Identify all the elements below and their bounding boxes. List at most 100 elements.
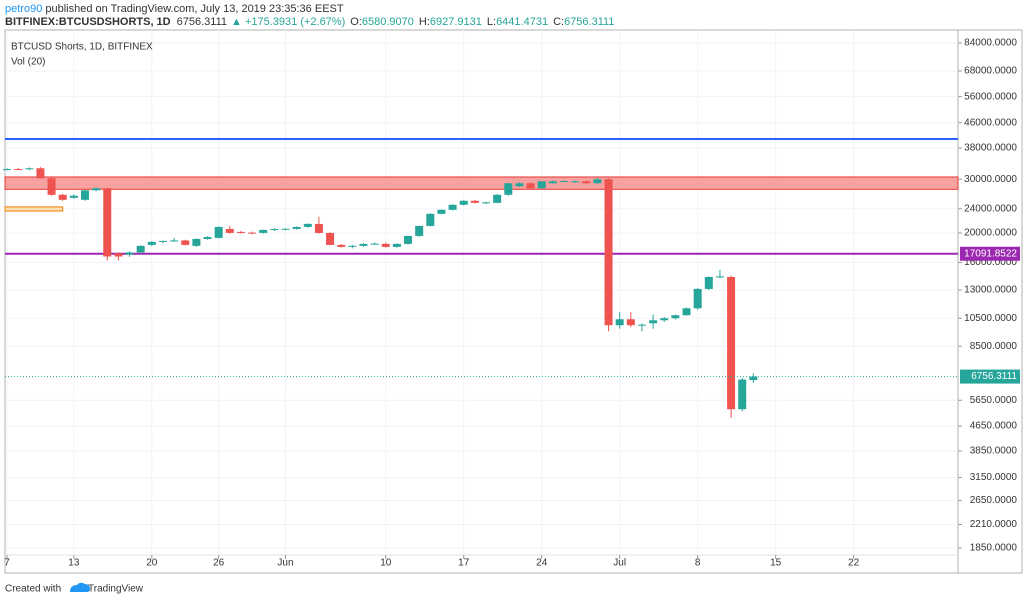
candle-body bbox=[158, 240, 167, 242]
candle-body bbox=[749, 376, 758, 381]
candle-body bbox=[381, 243, 390, 247]
y-tick-label: 8500.0000 bbox=[970, 341, 1018, 352]
y-tick-label: 84000.0000 bbox=[964, 38, 1017, 49]
candle-body bbox=[682, 308, 691, 316]
price-label-box bbox=[960, 246, 1020, 261]
candle-body bbox=[80, 190, 89, 200]
tradingview-logo[interactable]: TradingView bbox=[70, 582, 144, 595]
candle-body bbox=[114, 253, 123, 257]
author[interactable]: petro90 bbox=[5, 3, 42, 15]
y-tick-label: 30000.0000 bbox=[964, 174, 1017, 185]
candle-body bbox=[604, 179, 613, 326]
x-tick-label: 17 bbox=[458, 558, 470, 569]
x-tick-label: 10 bbox=[380, 558, 392, 569]
candle-body bbox=[170, 240, 179, 242]
ohlc-label: L: bbox=[487, 16, 496, 28]
y-tick-label: 3150.0000 bbox=[970, 472, 1018, 483]
grid bbox=[5, 30, 958, 555]
x-tick-label: 24 bbox=[536, 558, 548, 569]
y-tick-label: 10500.0000 bbox=[964, 313, 1017, 324]
candle-body bbox=[69, 195, 78, 198]
y-tick-label: 46000.0000 bbox=[964, 117, 1017, 128]
candle-body bbox=[615, 319, 624, 326]
y-tick-label: 2650.0000 bbox=[970, 495, 1018, 506]
candle-body bbox=[25, 168, 34, 170]
candle-body bbox=[314, 223, 323, 233]
candle-body bbox=[214, 226, 223, 238]
candle-body bbox=[3, 169, 12, 171]
candle-body bbox=[626, 319, 635, 326]
zone bbox=[4, 176, 959, 190]
ohlc-label: H: bbox=[419, 16, 430, 28]
candle-body bbox=[727, 276, 736, 410]
candle-body bbox=[704, 276, 713, 289]
x-tick-label: Jun bbox=[277, 558, 293, 569]
candle-body bbox=[392, 243, 401, 247]
y-tick-label: 20000.0000 bbox=[964, 228, 1017, 239]
candle-body bbox=[582, 181, 591, 184]
zone bbox=[4, 206, 64, 212]
ohlc-value: 6927.9131 bbox=[430, 16, 482, 28]
candle-body bbox=[470, 200, 479, 203]
candle-body bbox=[14, 169, 23, 171]
x-tick-label: Jul bbox=[613, 558, 626, 569]
ohlc-value: 6441.4731 bbox=[496, 16, 548, 28]
candle-body bbox=[259, 229, 268, 233]
candle-body bbox=[248, 232, 257, 234]
y-tick-label: 68000.0000 bbox=[964, 66, 1017, 77]
x-tick-label: 22 bbox=[848, 558, 860, 569]
candle-body bbox=[92, 188, 101, 191]
candle-body bbox=[58, 194, 67, 200]
candle-body bbox=[181, 240, 190, 245]
indicator-label: Vol (20) bbox=[11, 57, 45, 68]
candle-body bbox=[281, 228, 290, 230]
y-tick-label: 13000.0000 bbox=[964, 285, 1017, 296]
x-tick-label: 15 bbox=[770, 558, 782, 569]
candle-body bbox=[337, 244, 346, 247]
y-tick-label: 56000.0000 bbox=[964, 91, 1017, 102]
candle-body bbox=[426, 213, 435, 226]
chart-title: BTCUSD Shorts, 1D, BITFINEX bbox=[11, 42, 153, 53]
candle-body bbox=[203, 236, 212, 239]
y-tick-label: 4650.0000 bbox=[970, 421, 1018, 432]
candle-body bbox=[359, 243, 368, 246]
candle-body bbox=[482, 202, 491, 204]
change: ▲ +175.3931 (+2.67%) bbox=[231, 16, 345, 28]
footer-created: Created with bbox=[5, 584, 61, 595]
x-tick-label: 7 bbox=[4, 558, 10, 569]
price: 6756.3111 bbox=[177, 16, 227, 28]
last-price-label: 6756.3111 bbox=[971, 371, 1017, 382]
candle-body bbox=[571, 181, 580, 183]
candle-body bbox=[548, 181, 557, 184]
candle-body bbox=[671, 315, 680, 319]
price-label: 17091.8522 bbox=[964, 248, 1017, 259]
candle-body bbox=[36, 168, 45, 179]
symbol-line: BITFINEX:BTCUSDSHORTS, 1D 6756.3111 ▲ +175… bbox=[5, 16, 614, 28]
candle-body bbox=[236, 231, 245, 233]
candle-body bbox=[147, 241, 156, 245]
candle-body bbox=[192, 238, 201, 246]
ohlc-label: O: bbox=[350, 16, 362, 28]
logo-icon bbox=[70, 582, 90, 592]
footer-brand: TradingView bbox=[88, 584, 144, 595]
candle-body bbox=[526, 183, 535, 189]
y-tick-label: 3850.0000 bbox=[970, 446, 1018, 457]
candle-body bbox=[348, 245, 357, 247]
y-tick-label: 38000.0000 bbox=[964, 143, 1017, 154]
candle-body bbox=[537, 181, 546, 189]
candle-body bbox=[738, 379, 747, 410]
candle-body bbox=[103, 188, 112, 257]
y-tick-label: 24000.0000 bbox=[964, 203, 1017, 214]
candle-body bbox=[125, 252, 134, 255]
candle-body bbox=[326, 232, 335, 245]
candle-body bbox=[448, 204, 457, 210]
candle-body bbox=[660, 318, 669, 321]
publish-line: petro90 published on TradingView.com, Ju… bbox=[5, 3, 344, 15]
x-tick-label: 13 bbox=[68, 558, 80, 569]
candle-body bbox=[559, 181, 568, 183]
y-tick-label: 5650.0000 bbox=[970, 395, 1018, 406]
candle-body bbox=[493, 194, 502, 203]
x-tick-label: 20 bbox=[146, 558, 158, 569]
candle-body bbox=[136, 245, 145, 253]
